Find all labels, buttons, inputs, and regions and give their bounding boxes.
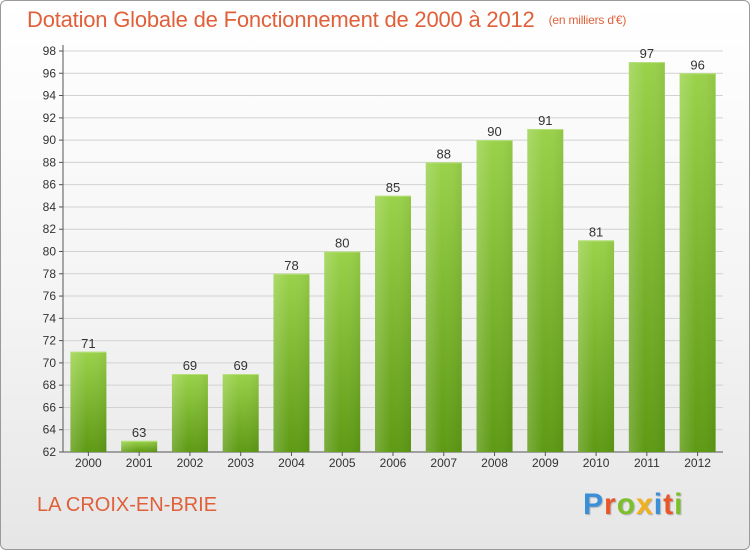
bar-shine	[171, 374, 208, 452]
y-tick-label: 64	[43, 423, 57, 437]
data-labels: 71 63 69 69 78 80 85 88 90 91 81 97 96	[81, 46, 705, 440]
y-tick-label: 82	[43, 222, 57, 236]
bar-shine	[476, 140, 513, 452]
bar-shine	[628, 62, 665, 453]
value-label: 97	[640, 46, 654, 61]
y-tick-label: 76	[43, 289, 57, 303]
axes: 62 64 66 68 70 72 74 76 78 80 82 84 86 88 90 92 94 96 98 20…	[43, 44, 723, 470]
value-label: 96	[690, 57, 704, 72]
logo-letter: t	[663, 488, 675, 521]
bar-shine	[70, 351, 107, 452]
commune-name: LA CROIX-EN-BRIE	[37, 494, 218, 516]
value-label: 69	[233, 358, 247, 373]
chart-unit: (en milliers d'€)	[548, 13, 627, 27]
logo-letter: x	[636, 488, 654, 521]
bar-shine	[425, 162, 462, 452]
bars	[70, 62, 716, 453]
x-tick-label: 2001	[126, 456, 153, 470]
y-tick-label: 90	[43, 133, 57, 147]
x-tick-label: 2007	[430, 456, 457, 470]
x-tick-label: 2006	[380, 456, 407, 470]
x-tick-label: 2012	[684, 456, 711, 470]
y-tick-label: 84	[43, 200, 57, 214]
x-tick-label: 2010	[583, 456, 610, 470]
value-label: 81	[589, 224, 603, 239]
bar-shine	[273, 273, 310, 452]
x-tick-label: 2009	[532, 456, 559, 470]
y-tick-label: 96	[43, 66, 57, 80]
x-tick-label: 2011	[634, 456, 660, 470]
x-tick-label: 2005	[329, 456, 356, 470]
value-label: 63	[132, 425, 146, 440]
value-label: 80	[335, 236, 349, 251]
bar-shine	[375, 195, 411, 453]
y-tick-label: 70	[43, 356, 57, 370]
x-tick-label: 2002	[177, 456, 204, 470]
value-label: 91	[538, 113, 552, 128]
value-label: 71	[81, 336, 95, 351]
chart-title: Dotation Globale de Fonctionnement de 20…	[27, 7, 626, 33]
bar-shine	[679, 73, 716, 453]
bar-shine	[324, 251, 361, 452]
x-tick-label: 2003	[227, 456, 254, 470]
logo-letter: i	[653, 488, 664, 521]
y-tick-label: 94	[43, 89, 57, 103]
y-tick-label: 80	[43, 245, 57, 259]
y-tick-label: 88	[43, 155, 57, 169]
value-label: 90	[487, 124, 501, 139]
value-label: 78	[284, 258, 298, 273]
logo-letter: o	[616, 488, 637, 521]
x-tick-label: 2004	[278, 456, 305, 470]
y-tick-label: 98	[43, 44, 57, 58]
bar-shine	[121, 440, 158, 452]
x-tick-label: 2000	[75, 456, 102, 470]
y-tick-label: 68	[43, 378, 57, 392]
bar-shine	[222, 374, 259, 452]
bar-shine	[527, 128, 564, 452]
value-label: 88	[437, 146, 451, 161]
y-tick-label: 92	[43, 111, 57, 125]
logo-letter: P	[583, 488, 605, 521]
chart-title-text: Dotation Globale de Fonctionnement de 20…	[27, 7, 535, 32]
y-tick-label: 78	[43, 267, 57, 281]
proxiti-logo: Proxiti	[583, 490, 683, 520]
value-label: 85	[386, 180, 400, 195]
y-tick-label: 66	[43, 400, 57, 414]
value-label: 69	[183, 358, 197, 373]
logo-letter: r	[604, 488, 617, 521]
y-tick-label: 72	[43, 334, 57, 348]
x-tick-label: 2008	[481, 456, 508, 470]
y-tick-label: 62	[43, 445, 57, 459]
bar-shine	[578, 240, 615, 452]
y-tick-label: 74	[43, 311, 57, 325]
y-tick-label: 86	[43, 178, 57, 192]
logo-letter: i	[674, 488, 684, 521]
